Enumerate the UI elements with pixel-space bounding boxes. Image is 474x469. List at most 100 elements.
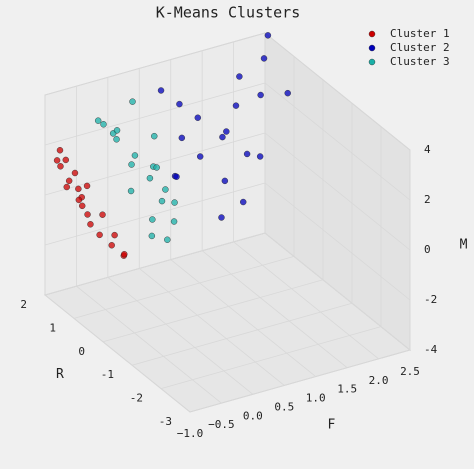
point [131,152,139,159]
point [236,73,243,80]
point [99,211,106,218]
point [129,98,136,105]
point [56,147,64,154]
grid-line [44,232,266,296]
grid-line [107,276,254,395]
grid-line [160,326,382,389]
grid-line [76,285,222,404]
x-tick-label: 2 [20,298,27,311]
point [170,218,178,225]
point [148,232,156,240]
grid-line [264,232,411,351]
z-tick-label: 4 [424,143,431,156]
point [218,214,225,221]
grid-line [233,241,379,360]
point [196,153,204,160]
grid-line [264,32,411,151]
point [260,55,268,62]
point [63,183,70,191]
point [96,231,103,239]
grid-line [264,132,411,251]
y-tick-label: 1.5 [337,383,357,396]
grid-line [139,268,285,386]
point [240,198,247,206]
grid-line [44,82,266,146]
point [127,187,135,195]
point [71,169,79,177]
point [65,177,73,185]
point [284,89,291,97]
point [57,163,64,170]
point [128,161,135,168]
point [162,186,169,193]
x-tick-label: -2 [130,392,143,405]
point [121,251,128,258]
legend-label: Cluster 3 [390,55,450,68]
point [158,197,166,205]
point [100,121,107,128]
point [173,173,180,180]
point [232,102,240,109]
y-tick-label: 2.5 [400,365,420,378]
grid-line [170,259,316,377]
point [62,156,69,164]
point [111,231,118,239]
point [79,202,86,210]
grid-line [44,182,266,246]
point [194,114,201,121]
point [149,216,156,223]
point [94,117,102,124]
x-tick-label: -3 [159,415,172,428]
x-axis-label: R [56,367,64,382]
x-tick-label: -1 [101,368,114,381]
z-tick-label: -4 [424,343,438,356]
chart-title: K-Means Clusters [156,4,301,22]
point [171,199,178,206]
point [113,127,121,134]
grid-line [189,349,411,413]
z-tick-label: -2 [424,293,437,306]
y-tick-label: −1.0 [177,427,204,440]
point [264,32,272,39]
point [75,196,83,204]
grid-line [102,279,324,343]
z-tick-label: 0 [424,243,431,256]
grid-line [201,250,348,369]
grid-line [44,32,266,96]
y-tick-label: 2.0 [369,374,389,387]
panes [43,31,412,413]
grid-line [73,256,295,319]
point [87,221,94,228]
legend-label: Cluster 2 [390,41,450,54]
y-axis-label: F [327,418,335,433]
point [146,174,154,182]
point [257,91,264,99]
y-tick-label: 1.0 [306,392,326,405]
point [219,133,226,141]
point [83,182,91,190]
legend-marker [368,44,376,52]
point [178,134,186,142]
point [221,177,229,185]
z-axis-label: M [460,238,468,253]
point [256,153,264,160]
point [53,157,61,164]
point [151,132,158,140]
point [153,164,160,171]
legend-label: Cluster 1 [390,27,450,40]
point [108,242,115,249]
grid-line [264,82,411,201]
point [113,136,120,143]
y-tick-label: 0.0 [243,409,263,422]
grid-line [44,294,191,413]
point [176,100,183,108]
x-tick-label: 1 [49,321,56,334]
point [84,211,91,218]
point [243,150,251,158]
z-tick-label: 2 [424,193,431,206]
grid-line [264,182,411,301]
point [157,87,165,94]
point [75,185,82,193]
point [223,128,230,135]
